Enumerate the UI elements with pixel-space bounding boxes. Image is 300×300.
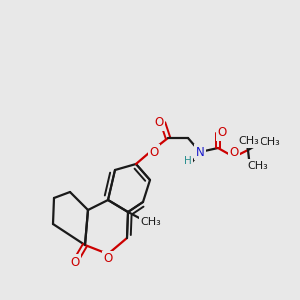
Text: CH₃: CH₃ <box>260 137 280 147</box>
Text: O: O <box>103 253 112 266</box>
Text: O: O <box>218 127 226 140</box>
Text: CH₃: CH₃ <box>238 136 260 146</box>
Text: CH₃: CH₃ <box>248 161 268 171</box>
Text: CH₃: CH₃ <box>141 217 161 227</box>
Text: O: O <box>70 256 80 268</box>
Text: O: O <box>149 146 159 158</box>
Text: O: O <box>230 146 238 160</box>
Text: O: O <box>154 116 164 130</box>
Text: N: N <box>196 146 204 158</box>
Text: H: H <box>184 156 192 166</box>
